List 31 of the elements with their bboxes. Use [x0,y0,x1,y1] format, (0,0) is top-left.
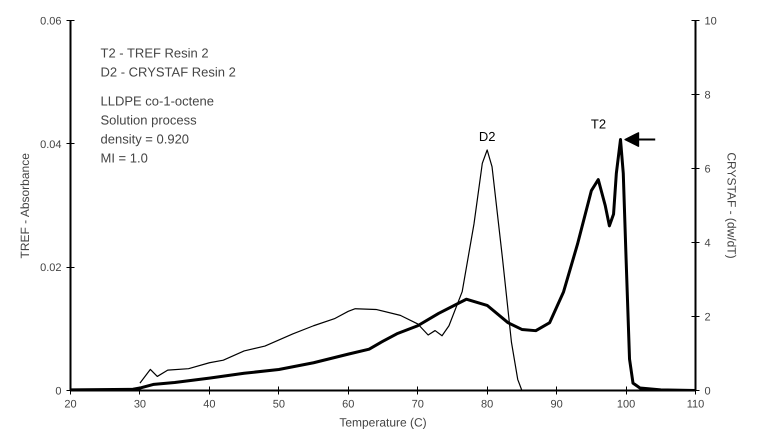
y2-tick-label: 6 [704,164,711,176]
series-label: T2 [590,116,606,132]
x-axis-title: Temperature (C) [339,416,427,430]
x-tick-label: 20 [64,398,77,410]
x-tick-label: 90 [550,398,563,410]
annotation: Solution process [100,112,198,128]
annotation: density = 0.920 [100,132,190,146]
y2-tick-label: 2 [704,312,711,324]
x-tick-label: 70 [412,398,424,410]
x-tick-label: 30 [134,398,146,410]
annotation: LLDPE co-1-octene [100,94,214,108]
x-tick-label: 110 [686,398,704,410]
y-tick-label: 0.02 [40,262,62,274]
y-axis-title: TREF - Absorbance [18,152,32,259]
y-tick-label: 0.06 [40,16,62,28]
y2-tick-label: 0 [704,386,711,398]
annotation: T2 - TREF Resin 2 [100,46,209,60]
y2-axis-title: CRYSTAF - (dw/dT) [724,152,739,259]
y-tick-label: 0.04 [40,138,62,151]
annotation: D2 - CRYSTAF Resin 2 [100,64,236,80]
x-tick-label: 60 [342,398,354,410]
x-tick-label: 40 [203,398,216,410]
y2-tick-label: 4 [704,238,711,250]
series-label: D2 [478,129,496,144]
y2-tick-label: 10 [704,16,717,28]
y-tick-label: 0 [55,386,62,398]
y2-tick-label: 8 [704,90,711,102]
x-tick-label: 80 [481,398,494,410]
x-tick-label: 50 [272,398,285,410]
x-tick-label: 100 [616,398,636,410]
annotation: MI = 1.0 [100,150,148,166]
